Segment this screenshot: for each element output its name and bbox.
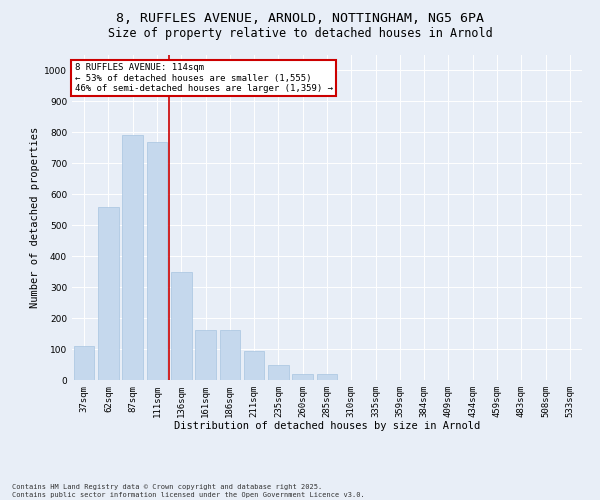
Bar bbox=[268, 364, 289, 380]
Bar bbox=[98, 206, 119, 380]
X-axis label: Distribution of detached houses by size in Arnold: Distribution of detached houses by size … bbox=[174, 422, 480, 432]
Text: 8 RUFFLES AVENUE: 114sqm
← 53% of detached houses are smaller (1,555)
46% of sem: 8 RUFFLES AVENUE: 114sqm ← 53% of detach… bbox=[74, 63, 332, 93]
Text: Size of property relative to detached houses in Arnold: Size of property relative to detached ho… bbox=[107, 28, 493, 40]
Bar bbox=[244, 350, 265, 380]
Y-axis label: Number of detached properties: Number of detached properties bbox=[30, 127, 40, 308]
Bar bbox=[146, 142, 167, 380]
Bar bbox=[195, 330, 216, 380]
Bar bbox=[171, 272, 191, 380]
Bar bbox=[74, 346, 94, 380]
Bar bbox=[292, 374, 313, 380]
Text: Contains HM Land Registry data © Crown copyright and database right 2025.
Contai: Contains HM Land Registry data © Crown c… bbox=[12, 484, 365, 498]
Text: 8, RUFFLES AVENUE, ARNOLD, NOTTINGHAM, NG5 6PA: 8, RUFFLES AVENUE, ARNOLD, NOTTINGHAM, N… bbox=[116, 12, 484, 26]
Bar bbox=[317, 374, 337, 380]
Bar bbox=[122, 136, 143, 380]
Bar bbox=[220, 330, 240, 380]
